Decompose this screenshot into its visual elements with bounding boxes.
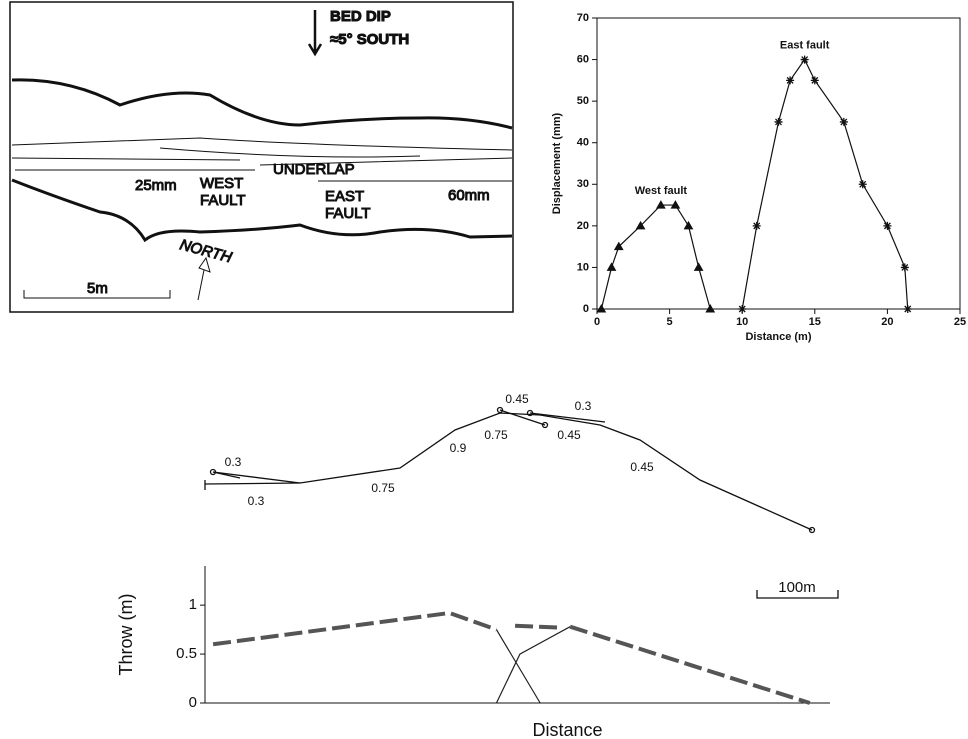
label: UNDERLAP [273,161,355,178]
label: FAULT [325,205,371,222]
series-line [741,58,909,310]
throw-label: 0.45 [630,460,654,474]
x-axis-label: Distance [532,720,602,739]
y-tick-label: 0.5 [176,645,197,662]
marker [883,221,892,230]
fault-trace [204,409,606,490]
throw-label: 0.3 [248,494,265,508]
y-tick-label: 30 [577,178,589,190]
marker [670,200,681,209]
field-sketch: BED DIP ≈5° SOUTH UNDERLAP 25mm WEST FAU… [9,1,514,313]
label: 60mm [448,187,490,204]
y-tick-label: 20 [577,220,589,232]
tip [808,526,816,534]
x-tick-label: 0 [594,316,600,328]
fault-trace [212,412,813,531]
chart: 0 10 20 30 40 50 60 70 0 5 10 15 20 25 Distance (m) Dis… [551,12,966,343]
throw-label: 0.9 [450,441,467,455]
scale-bar [23,290,171,299]
dip-arrow [307,10,323,57]
marker [810,76,819,85]
marker [635,220,646,230]
y-tick-label: 1 [189,596,197,613]
y-axis-label: Throw (m) [116,594,136,676]
y-tick-label: 0 [189,694,197,711]
label: EAST [325,188,364,205]
marker [656,200,666,209]
label: 25mm [135,177,177,194]
label: FAULT [200,192,246,209]
x-tick-label: 25 [954,316,966,328]
scale-label: 100m [778,579,816,596]
bed-edge [11,78,513,130]
tip [541,421,549,429]
series-line [495,626,571,704]
marker [752,221,761,230]
tip [209,468,217,476]
throw-label: 0.45 [557,428,581,442]
tip [526,409,534,417]
chart: 0 0.5 1 Distance Throw (m) [116,566,830,739]
marker [613,241,624,251]
y-tick-label: 50 [577,95,589,107]
y-tick-label: 10 [577,261,589,273]
marker [839,117,848,126]
marker [596,303,607,313]
label: WEST [200,175,243,192]
throw-label: 0.45 [505,392,529,406]
y-tick-label: 0 [583,303,589,315]
y-tick-label: 70 [577,12,589,24]
throw-label: 0.75 [371,481,395,495]
x-tick-label: 15 [809,316,821,328]
series-label: West fault [635,185,688,197]
x-tick-label: 20 [881,316,893,328]
marker [786,76,795,85]
series-line [600,204,711,310]
marker [738,305,747,313]
north-arrow [197,256,211,301]
trace-map: 100m [204,406,839,599]
marker [800,55,809,64]
marker [774,117,783,126]
marker [900,263,909,272]
y-tick-label: 40 [577,137,589,149]
throw-label: 0.75 [484,428,508,442]
marker [858,180,867,189]
marker [705,303,716,313]
label: BED DIP [330,8,391,25]
fault-trace [159,147,421,158]
fault-trace [11,157,513,166]
series-label: East fault [780,39,830,51]
fault-trace [11,137,513,151]
series-line [212,610,498,647]
throw-label: 0.3 [575,399,592,413]
plot-frame [596,17,961,310]
marker [606,262,617,271]
y-tick-label: 60 [577,53,589,65]
label: NORTH [178,236,234,266]
x-axis-label: Distance (m) [745,331,811,343]
x-tick-label: 10 [736,316,748,328]
series-line [569,624,811,705]
series-line [514,623,560,630]
fault-trace [15,169,512,182]
sketch-frame [9,1,514,313]
scale-bar [756,590,839,599]
series-line [495,629,541,704]
marker [903,305,912,313]
bed-edge [11,178,513,243]
throw-label: 0.3 [225,455,242,469]
y-axis-label: Displacement (mm) [551,112,563,214]
marker [693,262,704,271]
label: ≈5° SOUTH [330,31,409,48]
label: 5m [87,280,108,297]
x-tick-label: 5 [667,316,673,328]
marker [683,220,694,230]
tip [496,406,504,414]
